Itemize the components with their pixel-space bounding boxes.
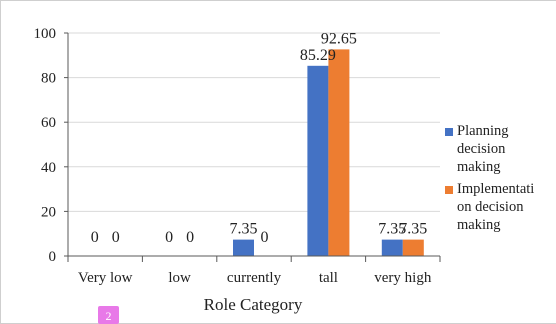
legend: Planning decision making Implementati on dec… bbox=[445, 123, 534, 233]
legend-entry-implementation: on decision bbox=[457, 199, 524, 215]
legend-swatch-planning bbox=[445, 128, 453, 136]
data-label: 7.35 bbox=[378, 221, 406, 238]
page-number-badge: 2 bbox=[98, 306, 119, 324]
legend-entry-planning: making bbox=[457, 159, 501, 175]
x-tick-label: currently bbox=[227, 270, 282, 286]
bar-marks bbox=[233, 49, 424, 256]
data-label: 0 bbox=[91, 229, 99, 246]
bar-implementation bbox=[328, 49, 350, 256]
data-label: 92.65 bbox=[321, 30, 357, 47]
legend-entry-planning: decision bbox=[457, 141, 506, 157]
legend-entry-planning: Planning bbox=[457, 123, 509, 139]
y-tick-label: 20 bbox=[41, 204, 56, 220]
x-tick-label: Very low bbox=[78, 270, 133, 286]
y-tick-label: 60 bbox=[41, 115, 56, 131]
x-tick-label: low bbox=[168, 270, 191, 286]
y-tick-label: 100 bbox=[34, 26, 57, 42]
bar-implementation bbox=[402, 239, 424, 256]
bar-planning bbox=[381, 239, 403, 256]
x-tick-label: very high bbox=[374, 270, 432, 286]
data-label: 0 bbox=[261, 229, 269, 246]
page-number-badge-text: 2 bbox=[106, 309, 112, 323]
y-tick-label: 0 bbox=[49, 249, 57, 265]
legend-entry-implementation: making bbox=[457, 217, 501, 233]
legend-swatch-implementation bbox=[445, 186, 453, 194]
data-label: 7.35 bbox=[399, 221, 427, 238]
data-label: 0 bbox=[112, 229, 120, 246]
gridlines bbox=[68, 32, 440, 212]
x-axis-title: Role Category bbox=[204, 295, 303, 314]
tick-labels: 0 20 40 60 80 100 Very low low currently tall very… bbox=[34, 26, 432, 286]
y-tick-label: 40 bbox=[41, 160, 56, 176]
bar-planning bbox=[233, 239, 254, 256]
data-label: 7.35 bbox=[230, 221, 258, 238]
data-label: 85.29 bbox=[300, 47, 336, 64]
axes bbox=[64, 32, 441, 262]
page-number-badge-box bbox=[98, 306, 119, 324]
data-label: 0 bbox=[165, 229, 173, 246]
bar-planning bbox=[307, 65, 329, 256]
legend-entry-implementation: Implementati bbox=[457, 181, 534, 197]
y-tick-label: 80 bbox=[41, 71, 56, 87]
x-tick-label: tall bbox=[319, 270, 338, 286]
data-label: 0 bbox=[186, 229, 194, 246]
